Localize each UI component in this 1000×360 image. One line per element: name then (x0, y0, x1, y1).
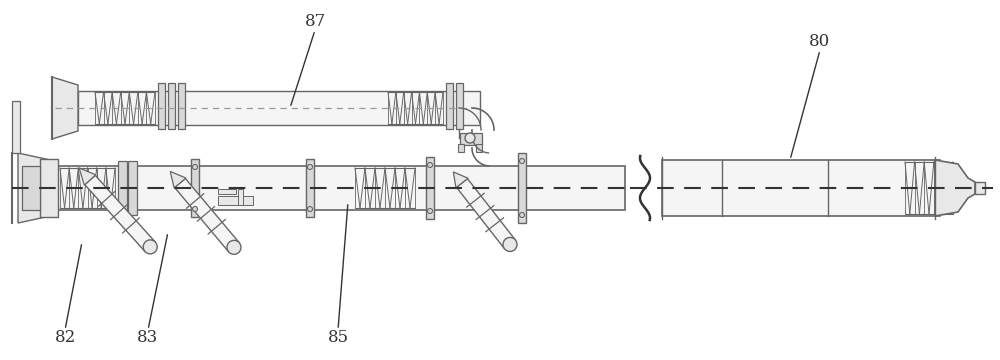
Text: 83: 83 (137, 329, 159, 346)
Text: 82: 82 (54, 329, 76, 346)
Circle shape (192, 207, 198, 211)
Polygon shape (456, 179, 516, 249)
Polygon shape (170, 171, 186, 188)
Bar (191, 159, 199, 217)
Text: 85: 85 (327, 329, 349, 346)
Bar (78, 91, 480, 125)
Bar (218, 189, 236, 194)
Circle shape (227, 240, 241, 255)
Circle shape (308, 207, 312, 211)
Circle shape (428, 208, 432, 213)
Bar (446, 83, 453, 129)
Polygon shape (175, 179, 239, 252)
Circle shape (308, 165, 312, 170)
Bar (40, 159, 58, 217)
Polygon shape (79, 168, 96, 185)
Bar (456, 83, 463, 129)
Bar (476, 144, 482, 152)
Bar (118, 161, 127, 215)
Bar (458, 144, 464, 152)
Polygon shape (935, 160, 975, 216)
Circle shape (143, 240, 157, 254)
Text: 80: 80 (809, 33, 831, 50)
Bar (518, 153, 526, 223)
Bar (238, 189, 243, 205)
Bar (168, 83, 175, 129)
Bar (12, 101, 20, 153)
Circle shape (520, 158, 524, 163)
Circle shape (192, 165, 198, 170)
Bar (460, 133, 482, 145)
Bar (662, 160, 940, 216)
Circle shape (503, 238, 517, 252)
Bar (128, 161, 137, 215)
Polygon shape (18, 153, 55, 223)
Bar (158, 83, 165, 129)
Bar (306, 159, 314, 217)
Bar (975, 182, 985, 194)
Bar (218, 196, 253, 205)
Circle shape (465, 133, 475, 143)
Text: 87: 87 (304, 13, 326, 31)
Bar (426, 157, 434, 219)
Bar (55, 166, 625, 210)
Polygon shape (85, 175, 155, 252)
Circle shape (520, 212, 524, 217)
Circle shape (428, 162, 432, 167)
Polygon shape (52, 77, 78, 139)
Bar (22, 166, 40, 210)
Polygon shape (453, 172, 468, 188)
Bar (178, 83, 185, 129)
